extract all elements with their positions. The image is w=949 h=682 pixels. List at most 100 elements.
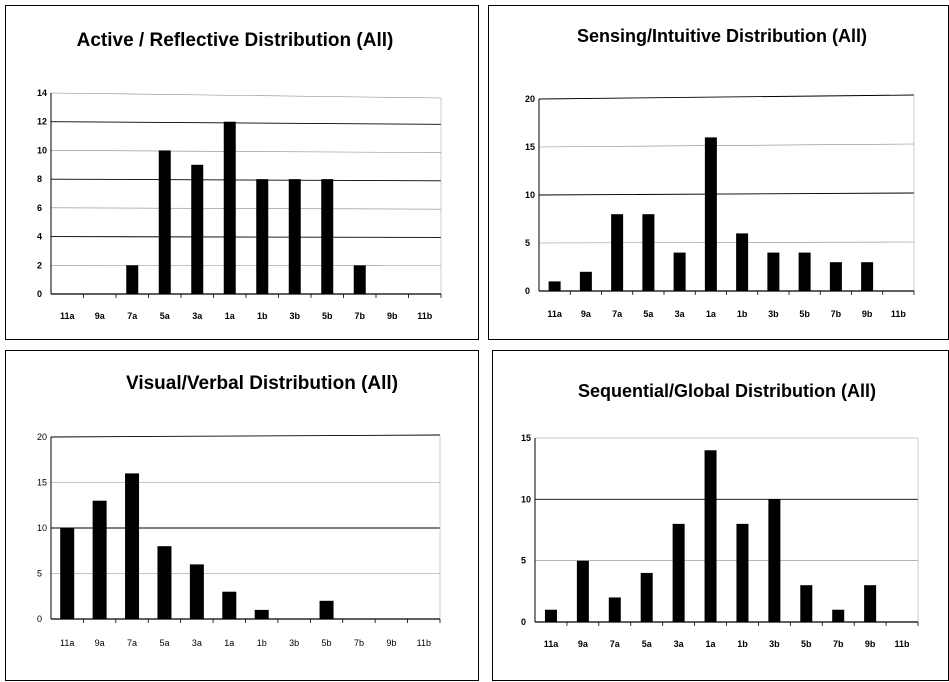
bar-3a [674, 253, 686, 291]
gridline [539, 193, 914, 195]
y-tick-label: 15 [525, 142, 535, 152]
x-tick-label: 9a [578, 639, 589, 649]
x-tick-label: 11b [417, 311, 433, 321]
x-tick-label: 1b [257, 638, 267, 648]
x-tick-label: 5a [159, 638, 169, 648]
x-tick-label: 11a [60, 638, 74, 648]
x-tick-label: 7a [612, 309, 623, 319]
x-tick-label: 9b [862, 309, 873, 319]
chart-title: Active / Reflective Distribution (All) [77, 30, 394, 51]
x-tick-label: 1a [706, 309, 717, 319]
gridline [51, 150, 441, 152]
bar-1a [222, 592, 236, 619]
y-tick-label: 2 [37, 260, 42, 270]
gridline [51, 208, 441, 209]
x-tick-label: 5a [642, 639, 653, 649]
bar-5b [320, 601, 334, 619]
chart-visual-verbal: Visual/Verbal Distribution (All)05101520… [6, 351, 480, 682]
y-tick-label: 6 [37, 203, 42, 213]
x-tick-label: 11b [417, 638, 431, 648]
x-tick-label: 9a [95, 638, 105, 648]
chart-title: Visual/Verbal Distribution (All) [126, 373, 398, 394]
x-tick-label: 1b [737, 639, 748, 649]
y-tick-label: 14 [37, 88, 47, 98]
x-tick-label: 3a [192, 311, 203, 321]
y-tick-label: 10 [37, 145, 47, 155]
y-tick-label: 0 [521, 617, 526, 627]
bar-7b [832, 610, 844, 622]
x-tick-label: 5a [160, 311, 171, 321]
x-tick-label: 9a [95, 311, 106, 321]
gridline [539, 95, 914, 99]
bar-1a [705, 450, 717, 622]
y-tick-label: 0 [37, 289, 42, 299]
x-tick-label: 7b [831, 309, 842, 319]
bar-7b [354, 265, 366, 294]
x-tick-label: 5b [799, 309, 810, 319]
bar-1a [224, 122, 236, 294]
bar-9a [93, 501, 107, 619]
x-tick-label: 5b [322, 311, 333, 321]
y-tick-label: 4 [37, 232, 42, 242]
x-tick-label: 7a [610, 639, 621, 649]
chart-panel-active-reflective: Active / Reflective Distribution (All) 0 2… [5, 5, 479, 340]
chart-sequential-global: Sequential/Global Distribution (All)0510… [493, 351, 949, 682]
y-tick-label: 8 [37, 174, 42, 184]
x-tick-label: 5b [801, 639, 812, 649]
bar-1a [705, 137, 717, 291]
y-tick-label: 5 [521, 556, 526, 566]
x-tick-label: 1a [225, 311, 236, 321]
gridline [51, 93, 441, 98]
gridline [51, 179, 441, 181]
x-tick-label: 7a [127, 311, 138, 321]
bar-7a [609, 597, 621, 622]
y-tick-label: 5 [525, 238, 530, 248]
x-tick-label: 11a [60, 311, 76, 321]
x-tick-label: 7b [354, 638, 364, 648]
bar-1b [255, 610, 269, 619]
x-tick-label: 1b [257, 311, 268, 321]
x-tick-label: 7a [127, 638, 137, 648]
bar-1b [736, 524, 748, 622]
gridline [51, 237, 441, 238]
x-tick-label: 1a [706, 639, 717, 649]
x-tick-label: 7b [354, 311, 365, 321]
x-tick-label: 3b [769, 639, 780, 649]
x-tick-label: 3a [192, 638, 202, 648]
bar-1b [736, 233, 748, 291]
y-tick-label: 20 [525, 94, 535, 104]
x-tick-label: 7b [833, 639, 844, 649]
y-tick-label: 10 [525, 190, 535, 200]
y-tick-label: 10 [521, 494, 531, 504]
bar-5a [159, 150, 171, 294]
x-tick-label: 9b [865, 639, 876, 649]
y-tick-label: 10 [37, 523, 47, 533]
chart-sensing-intuitive: Sensing/Intuitive Distribution (All)0510… [489, 6, 949, 341]
bar-3b [289, 179, 301, 294]
x-tick-label: 3a [675, 309, 686, 319]
y-tick-label: 0 [37, 614, 42, 624]
x-tick-label: 9b [386, 638, 396, 648]
x-tick-label: 9b [387, 311, 398, 321]
chart-title: Sensing/Intuitive Distribution (All) [577, 26, 867, 46]
x-tick-label: 3b [768, 309, 779, 319]
x-tick-label: 5b [322, 638, 332, 648]
bar-11a [549, 281, 561, 291]
bar-1b [256, 179, 268, 294]
y-tick-label: 15 [37, 478, 47, 488]
bar-5a [642, 214, 654, 291]
bar-7a [125, 473, 139, 619]
bar-3b [767, 253, 779, 291]
bar-5b [799, 253, 811, 291]
gridline [51, 122, 441, 125]
x-tick-label: 3b [289, 638, 299, 648]
bar-3a [673, 524, 685, 622]
gridline [539, 242, 914, 243]
bar-9b [861, 262, 873, 291]
x-tick-label: 11a [544, 639, 560, 649]
gridline [51, 435, 440, 437]
bar-11a [545, 610, 557, 622]
